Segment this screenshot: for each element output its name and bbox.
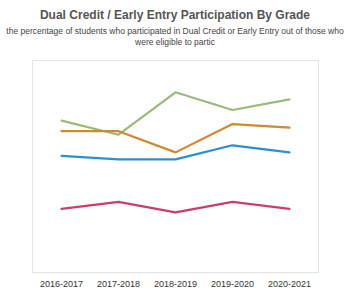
svg-text:2020-2021: 2020-2021 [268, 279, 311, 289]
svg-text:2017-2018: 2017-2018 [97, 279, 140, 289]
html-text:the percentage of students who: the percentage of students who participa… [6, 26, 344, 47]
html-text:Dual Credit / Early Entry Part: Dual Credit / Early Entry Participation … [40, 8, 310, 22]
svg-text:2016-2017: 2016-2017 [40, 279, 83, 289]
svg-text:2018-2019: 2018-2019 [154, 279, 197, 289]
svg-text:2019-2020: 2019-2020 [211, 279, 254, 289]
